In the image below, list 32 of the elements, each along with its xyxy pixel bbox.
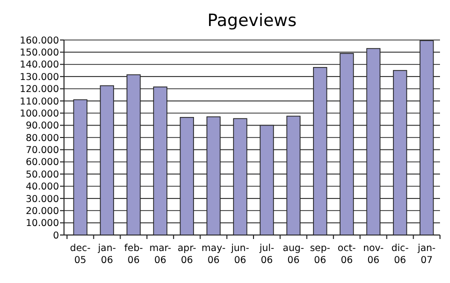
x-tick-label: may-06 (202, 243, 226, 266)
x-tick-label: jun-06 (230, 243, 250, 266)
y-tick-label: 0 (52, 230, 59, 242)
y-tick-label: 60.000 (26, 157, 59, 168)
x-tick-label: jul-06 (258, 243, 274, 266)
y-tick-label: 30.000 (26, 194, 59, 205)
y-tick-label: 120.000 (20, 84, 59, 96)
x-tick-label: apr-06 (178, 243, 196, 266)
y-tick-label: 20.000 (26, 206, 59, 217)
x-tick-label: aug-06 (282, 243, 304, 266)
y-tick-label: 150.000 (20, 48, 59, 59)
x-tick-label: oct-06 (338, 243, 356, 266)
x-tick-label: dic-06 (391, 243, 409, 266)
y-tick-label: 140.000 (20, 60, 59, 71)
y-tick-label: 80.000 (26, 132, 59, 144)
x-tick-label: mar-06 (149, 243, 172, 266)
x-tick-label: jan-07 (416, 243, 436, 266)
y-tick-label: 110.000 (20, 96, 59, 108)
x-tick-label: dec-05 (70, 243, 91, 266)
x-tick-label: feb-06 (124, 243, 143, 266)
y-tick-label: 100.000 (20, 108, 59, 120)
y-tick-label: 130.000 (20, 72, 59, 83)
x-tick-label: sep-06 (310, 243, 330, 266)
y-tick-label: 10.000 (26, 218, 59, 230)
x-tick-label: nov-06 (363, 243, 384, 266)
y-tick-label: 50.000 (26, 169, 59, 180)
y-tick-label: 70.000 (26, 145, 59, 156)
chart-title: Pageviews (207, 11, 297, 31)
x-tick-label: jan-06 (97, 243, 116, 266)
y-tick-label: 40.000 (26, 182, 59, 193)
y-tick-label: 160.000 (20, 35, 59, 46)
y-tick-label: 90.000 (26, 120, 59, 132)
